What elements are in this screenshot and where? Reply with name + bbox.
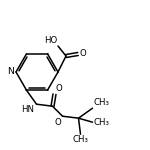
Text: N: N: [7, 68, 14, 76]
Text: CH₃: CH₃: [72, 135, 88, 144]
Text: O: O: [79, 50, 86, 58]
Text: HO: HO: [44, 36, 57, 45]
Text: O: O: [56, 84, 62, 93]
Text: CH₃: CH₃: [93, 98, 110, 107]
Text: HN: HN: [21, 105, 34, 114]
Text: CH₃: CH₃: [93, 118, 110, 127]
Text: O: O: [55, 118, 62, 127]
